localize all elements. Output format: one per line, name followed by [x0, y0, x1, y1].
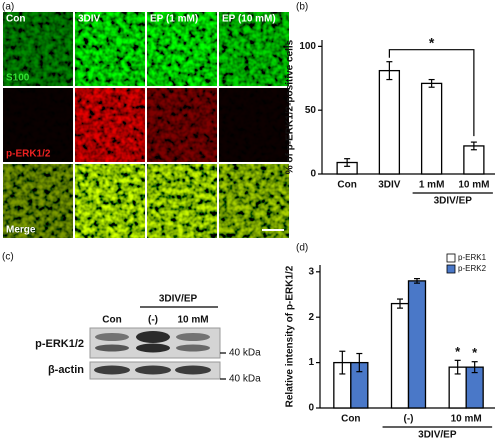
- micrograph-signal: [147, 88, 217, 162]
- marker-label: 40 kDa: [229, 348, 261, 359]
- x-tick-label: 3DIV: [378, 180, 401, 191]
- blot-band: [176, 333, 210, 341]
- micrograph-signal: [75, 12, 145, 86]
- panel-label: (a): [2, 2, 14, 13]
- lane-label: 10 mM: [177, 315, 208, 326]
- bar: [390, 302, 410, 409]
- blot-band: [176, 344, 210, 352]
- x-tick-label: 10 mM: [458, 180, 489, 191]
- x-tick-label: 10 mM: [451, 414, 482, 425]
- micrograph-signal: [75, 88, 145, 162]
- blot-band: [136, 343, 170, 353]
- micrograph-signal: [3, 88, 73, 162]
- y-tick-label: 2: [308, 312, 314, 323]
- bar: [465, 366, 484, 409]
- legend-label: p-ERK2: [458, 264, 487, 273]
- column-label: EP (1 mM): [150, 14, 198, 25]
- micrograph-signal: [3, 164, 73, 238]
- panel-label: (c): [2, 252, 14, 263]
- micrograph-signal: [219, 164, 289, 238]
- column-label: Con: [6, 14, 25, 25]
- legend-swatch: [446, 264, 456, 274]
- group-label: 3DIV/EP: [434, 196, 473, 207]
- column-label: EP (10 mM): [222, 14, 276, 25]
- micrograph-signal: [147, 164, 217, 238]
- blot-band: [94, 365, 130, 375]
- x-tick-label: Con: [337, 180, 356, 191]
- y-axis-label: % of p-ERK1/2-positive cells: [285, 39, 296, 174]
- y-axis-label: Relative intensity of p-ERK1/2: [285, 265, 296, 407]
- y-tick-label: 100: [299, 41, 316, 52]
- blot-band: [135, 365, 171, 375]
- y-tick-label: 0: [308, 403, 314, 414]
- micrograph-signal: [219, 88, 289, 162]
- micrograph-signal: [3, 12, 73, 86]
- marker-label: 40 kDa: [229, 374, 261, 385]
- band-label: p-ERK1/2: [35, 338, 84, 350]
- significance-mark: *: [429, 34, 435, 50]
- row-label: p-ERK1/2: [6, 149, 51, 160]
- blot-band: [175, 365, 211, 375]
- lane-label: (-): [148, 315, 158, 326]
- y-tick-label: 50: [305, 105, 317, 116]
- micrograph-signal: [147, 12, 217, 86]
- micrograph-signal: [219, 12, 289, 86]
- significance-bracket: [388, 49, 475, 137]
- legend-label: p-ERK1: [458, 253, 487, 262]
- row-label: S100: [6, 73, 30, 84]
- micrograph-signal: [75, 164, 145, 238]
- bar: [407, 280, 427, 409]
- x-tick-label: Con: [341, 414, 360, 425]
- legend-swatch: [446, 253, 456, 263]
- blot-band: [95, 344, 129, 352]
- bar: [420, 82, 443, 175]
- blot-group-label: 3DIV/EP: [159, 294, 198, 305]
- y-tick-label: 0: [310, 169, 316, 180]
- blot-band: [136, 331, 170, 343]
- y-tick-label: 3: [308, 266, 314, 277]
- band-label: β-actin: [48, 364, 84, 376]
- group-label: 3DIV/EP: [418, 430, 457, 441]
- blot-band: [95, 333, 129, 341]
- x-tick-label: 1 mM: [419, 180, 445, 191]
- lane-label: Con: [102, 315, 121, 326]
- row-label: Merge: [6, 225, 36, 236]
- significance-mark: *: [472, 345, 478, 360]
- bar: [378, 69, 401, 175]
- panel-label: (b): [296, 2, 308, 13]
- y-tick-label: 1: [308, 357, 314, 368]
- column-label: 3DIV: [78, 14, 101, 25]
- panel-label: (d): [296, 243, 308, 254]
- significance-mark: *: [455, 344, 461, 359]
- x-tick-label: (-): [404, 414, 414, 425]
